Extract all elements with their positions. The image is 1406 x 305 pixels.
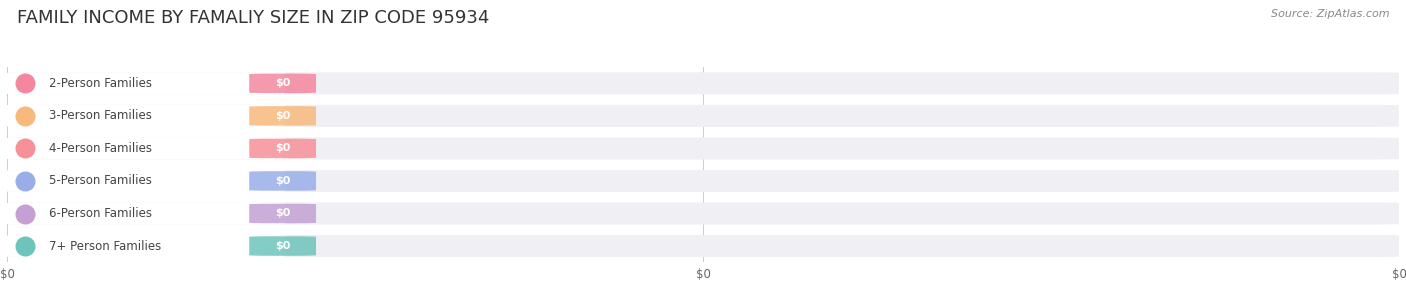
FancyBboxPatch shape bbox=[249, 171, 316, 191]
FancyBboxPatch shape bbox=[7, 105, 285, 127]
Text: 7+ Person Families: 7+ Person Families bbox=[49, 239, 162, 253]
Point bbox=[14, 178, 37, 183]
Point bbox=[14, 113, 37, 118]
Text: $0: $0 bbox=[276, 143, 290, 153]
Text: 5-Person Families: 5-Person Families bbox=[49, 174, 152, 188]
Text: $0: $0 bbox=[276, 241, 290, 251]
Text: $0: $0 bbox=[276, 209, 290, 218]
FancyBboxPatch shape bbox=[7, 105, 1399, 127]
Text: Source: ZipAtlas.com: Source: ZipAtlas.com bbox=[1271, 9, 1389, 19]
FancyBboxPatch shape bbox=[249, 74, 316, 93]
Point bbox=[14, 81, 37, 86]
Point bbox=[14, 244, 37, 249]
FancyBboxPatch shape bbox=[7, 170, 1399, 192]
FancyBboxPatch shape bbox=[249, 204, 316, 223]
FancyBboxPatch shape bbox=[7, 137, 1399, 160]
FancyBboxPatch shape bbox=[7, 72, 1399, 95]
FancyBboxPatch shape bbox=[249, 236, 316, 256]
FancyBboxPatch shape bbox=[7, 203, 1399, 224]
Text: 2-Person Families: 2-Person Families bbox=[49, 77, 152, 90]
FancyBboxPatch shape bbox=[7, 235, 1399, 257]
FancyBboxPatch shape bbox=[249, 106, 316, 126]
FancyBboxPatch shape bbox=[7, 137, 285, 160]
Text: $0: $0 bbox=[276, 111, 290, 121]
FancyBboxPatch shape bbox=[7, 235, 285, 257]
Text: 4-Person Families: 4-Person Families bbox=[49, 142, 152, 155]
Text: $0: $0 bbox=[276, 78, 290, 88]
Text: 6-Person Families: 6-Person Families bbox=[49, 207, 152, 220]
FancyBboxPatch shape bbox=[249, 139, 316, 158]
Point bbox=[14, 146, 37, 151]
Text: 3-Person Families: 3-Person Families bbox=[49, 109, 152, 122]
FancyBboxPatch shape bbox=[7, 170, 285, 192]
Text: $0: $0 bbox=[276, 176, 290, 186]
Text: FAMILY INCOME BY FAMALIY SIZE IN ZIP CODE 95934: FAMILY INCOME BY FAMALIY SIZE IN ZIP COD… bbox=[17, 9, 489, 27]
FancyBboxPatch shape bbox=[7, 72, 285, 95]
FancyBboxPatch shape bbox=[7, 203, 285, 224]
Point bbox=[14, 211, 37, 216]
